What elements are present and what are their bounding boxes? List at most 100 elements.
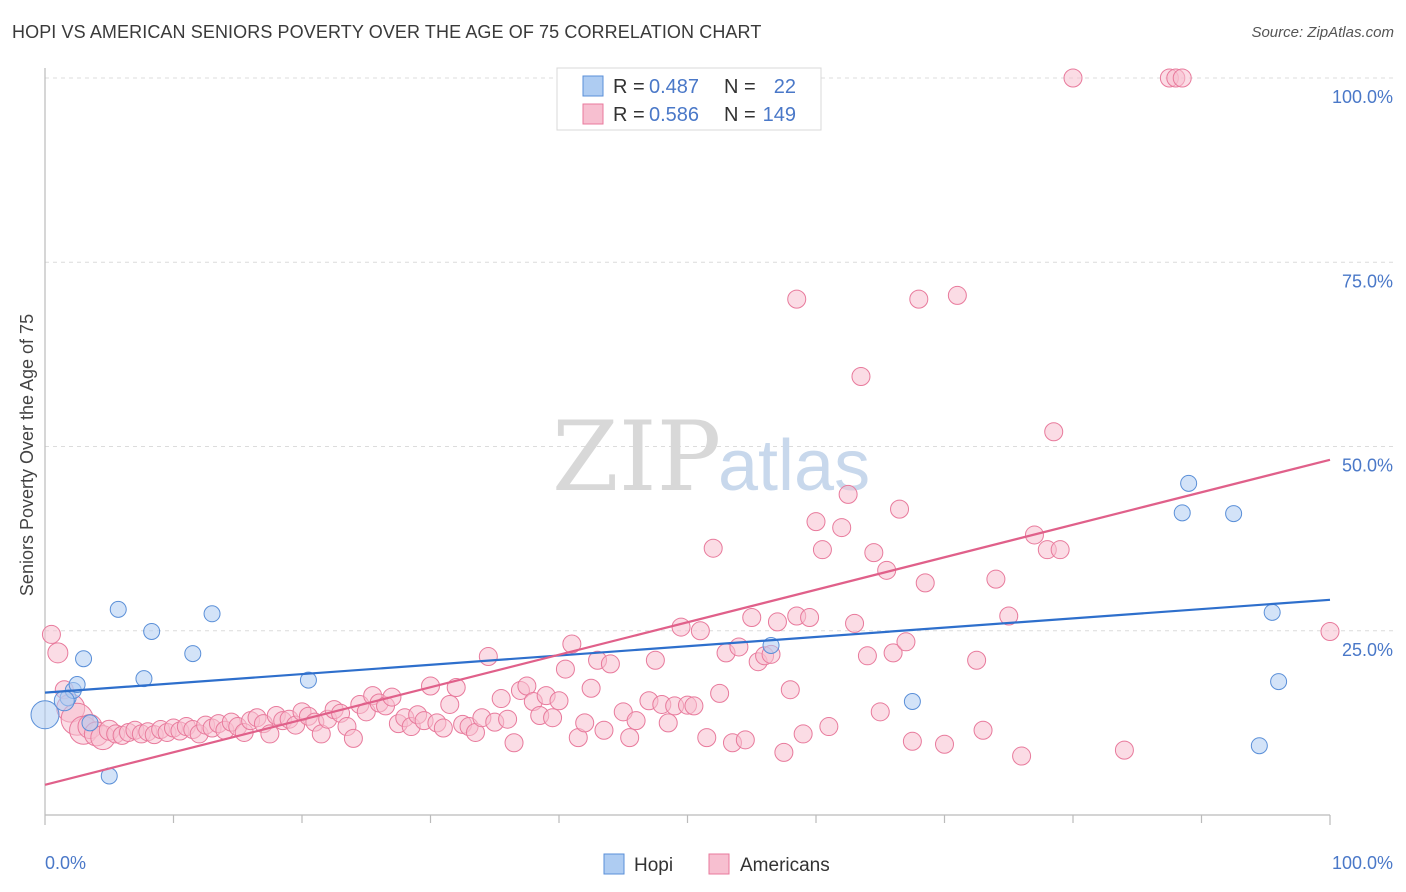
watermark-zip: ZIP — [552, 401, 721, 513]
americans-point — [857, 646, 877, 666]
hopi-point — [1180, 474, 1198, 492]
legend-n-label: N = — [724, 104, 756, 126]
y-tick-label: 75.0% — [1342, 271, 1393, 291]
americans-point — [742, 607, 762, 627]
americans-point — [800, 607, 820, 627]
americans-point — [703, 538, 723, 558]
hopi-point — [81, 714, 99, 732]
y-axis-title: Seniors Poverty Over the Age of 75 — [17, 314, 37, 596]
bottom-legend-swatch-hopi — [603, 853, 625, 875]
hopi-point — [903, 693, 921, 711]
legend-r-value: 0.586 — [649, 104, 699, 126]
americans-point — [671, 617, 691, 637]
bottom-legend-label: Americans — [740, 855, 830, 876]
hopi-point — [75, 650, 93, 668]
hopi-point — [184, 645, 202, 663]
americans-point — [478, 647, 498, 667]
americans-point — [626, 711, 646, 731]
americans-point — [864, 543, 884, 563]
legend-n-label: N = — [724, 76, 756, 98]
americans-point — [41, 624, 61, 644]
americans-point — [793, 724, 813, 744]
legend: R = 0.487 N = 22 R = 0.586 N = 149 — [556, 67, 822, 131]
bottom-legend-label: Hopi — [634, 855, 673, 876]
americans-point — [870, 702, 890, 722]
americans-point — [549, 691, 569, 711]
hopi-point — [68, 676, 86, 694]
americans-point — [1012, 746, 1032, 766]
americans-point — [896, 632, 916, 652]
americans-point — [935, 734, 954, 754]
americans-trend-line — [44, 458, 1331, 786]
americans-point — [819, 717, 839, 737]
americans-point — [562, 634, 582, 654]
bottom-legend-swatch-americans — [708, 853, 730, 875]
americans-point — [915, 573, 935, 593]
americans-point — [543, 708, 563, 728]
source-label: Source: ZipAtlas.com — [1251, 24, 1394, 41]
hopi-point — [203, 605, 221, 623]
x-tick-label: 0.0% — [45, 853, 86, 873]
data-points — [30, 68, 1340, 785]
x-tick-label: 100.0% — [1332, 853, 1393, 873]
americans-point — [1050, 540, 1070, 560]
americans-point — [658, 713, 678, 733]
legend-n-value: 22 — [774, 76, 796, 98]
americans-point — [1320, 621, 1340, 641]
americans-point — [1044, 422, 1064, 442]
americans-point — [767, 612, 787, 632]
hopi-point — [135, 670, 153, 688]
americans-point — [780, 680, 800, 700]
americans-point — [947, 285, 967, 305]
legend-n-value: 149 — [763, 104, 796, 126]
americans-point — [594, 720, 614, 740]
americans-point — [433, 718, 453, 738]
hopi-point — [1173, 504, 1191, 522]
hopi-point — [143, 622, 161, 640]
americans-point — [851, 366, 871, 386]
americans-point — [909, 289, 929, 309]
hopi-point — [1263, 603, 1281, 621]
hopi-point — [299, 671, 317, 689]
legend-r-label: R = — [613, 104, 645, 126]
americans-point — [498, 709, 518, 729]
hopi-point — [1250, 737, 1268, 755]
americans-point — [890, 499, 910, 519]
legend-swatch-hopi — [582, 75, 604, 97]
americans-point — [491, 689, 511, 709]
americans-point — [504, 733, 524, 753]
americans-point — [620, 728, 640, 748]
americans-point — [735, 730, 755, 750]
americans-point — [883, 643, 903, 663]
americans-point — [845, 613, 865, 633]
americans-point — [684, 696, 704, 716]
hopi-point — [53, 690, 75, 712]
americans-point — [973, 720, 993, 740]
hopi-trend-line — [44, 598, 1331, 694]
americans-point — [729, 637, 749, 657]
americans-point — [967, 650, 987, 670]
y-tick-labels: 25.0% 50.0% 75.0% 100.0% — [1332, 87, 1393, 660]
chart-title: HOPI VS AMERICAN SENIORS POVERTY OVER TH… — [12, 22, 762, 42]
y-tick-label: 25.0% — [1342, 640, 1393, 660]
americans-point — [774, 742, 794, 762]
americans-point — [710, 683, 730, 703]
americans-point — [1063, 68, 1083, 88]
americans-point — [600, 654, 620, 674]
y-tick-label: 50.0% — [1342, 456, 1393, 476]
hopi-point — [109, 600, 127, 618]
americans-point — [832, 518, 852, 538]
trend-lines — [44, 458, 1331, 786]
y-tick-label: 100.0% — [1332, 87, 1393, 107]
americans-point — [812, 540, 832, 560]
americans-point — [343, 728, 363, 748]
americans-point — [645, 650, 665, 670]
hopi-point — [30, 700, 60, 730]
americans-point — [806, 512, 826, 532]
americans-point — [1172, 68, 1192, 88]
americans-point — [986, 569, 1006, 589]
americans-point — [47, 642, 69, 664]
watermark: ZIP atlas — [552, 401, 870, 513]
americans-point — [690, 621, 710, 641]
